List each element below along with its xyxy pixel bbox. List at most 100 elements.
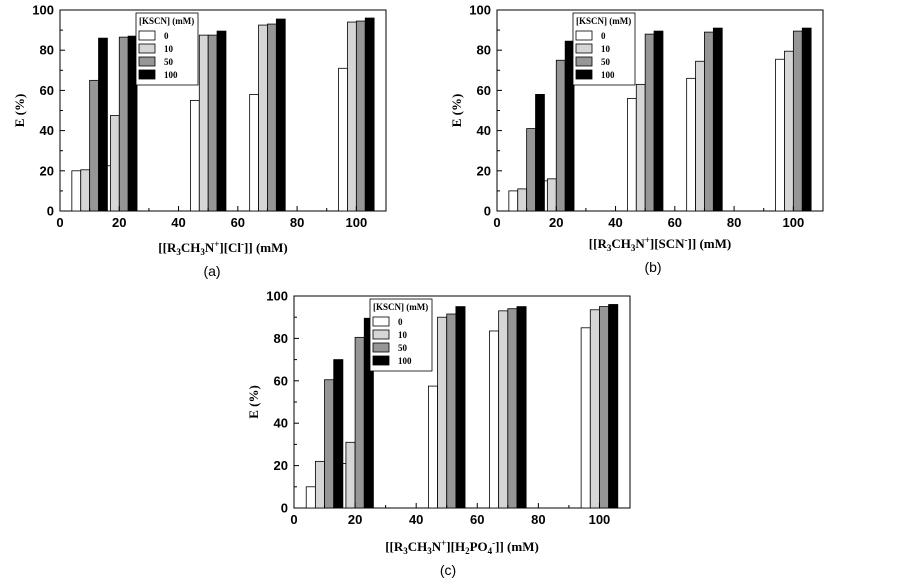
bar xyxy=(249,94,259,212)
y-tick-label: 100 xyxy=(266,289,288,304)
x-tick-label: 20 xyxy=(348,512,362,527)
y-tick-label: 40 xyxy=(477,123,491,138)
bar xyxy=(589,309,600,509)
x-axis-title-part: N xyxy=(205,240,215,255)
legend-label: 100 xyxy=(398,356,412,366)
x-axis-title-part: 3 xyxy=(200,247,205,257)
legend: [KSCN] (mM) 0 10 50 100 xyxy=(572,12,636,86)
legend-label: 50 xyxy=(398,343,408,353)
bar xyxy=(314,460,325,509)
x-tick-label: 0 xyxy=(290,512,297,527)
bar xyxy=(653,30,664,212)
bar xyxy=(364,17,375,212)
y-tick-label: 60 xyxy=(477,83,491,98)
bar xyxy=(333,359,344,509)
bar xyxy=(517,188,528,212)
x-axis-title-part: 3 xyxy=(631,243,636,253)
x-axis-title-part: 3 xyxy=(427,546,432,556)
panel-label: (c) xyxy=(440,562,456,578)
x-axis-title-part: [[R xyxy=(385,539,404,554)
legend: [KSCN] (mM) 0 10 50 100 xyxy=(135,12,199,86)
bar xyxy=(437,316,448,509)
bar xyxy=(526,128,536,212)
x-tick-label: 40 xyxy=(608,215,622,230)
bar xyxy=(109,115,120,212)
y-tick-label: 0 xyxy=(47,204,54,219)
legend-label: 100 xyxy=(164,70,178,80)
bar xyxy=(71,170,82,212)
x-axis-title-part: - xyxy=(685,235,688,245)
y-tick-label: 60 xyxy=(40,83,54,98)
bar xyxy=(608,304,619,509)
y-tick-label: 20 xyxy=(40,163,54,178)
bar xyxy=(89,79,99,212)
bar xyxy=(644,33,655,212)
legend-swatch xyxy=(372,355,390,366)
panel-label: (a) xyxy=(203,263,220,279)
legend-swatch xyxy=(575,56,593,67)
legend-swatch xyxy=(372,316,390,327)
x-axis-title-part: ]] (mM) xyxy=(495,539,539,554)
bar xyxy=(455,306,466,509)
x-axis-title: [[R3CH3N+][H2PO4-]] (mM) xyxy=(385,538,539,556)
y-axis-title: E (%) xyxy=(246,385,261,419)
x-tick-label: 0 xyxy=(493,215,500,230)
bar xyxy=(363,317,374,509)
legend-swatch xyxy=(138,56,156,67)
y-tick-label: 80 xyxy=(477,43,491,58)
bar xyxy=(555,59,566,212)
bar xyxy=(127,35,138,212)
x-tick-label: 40 xyxy=(409,512,423,527)
x-tick-label: 20 xyxy=(549,215,563,230)
x-axis-title-part: [[R xyxy=(589,236,608,251)
legend-label: 100 xyxy=(601,70,615,80)
y-tick-label: 80 xyxy=(40,43,54,58)
bar xyxy=(516,306,527,509)
bar xyxy=(535,94,545,212)
x-tick-label: 20 xyxy=(112,215,126,230)
bar xyxy=(80,169,91,212)
legend-title: [KSCN] (mM) xyxy=(373,302,428,312)
legend-swatch xyxy=(575,69,593,80)
y-tick-label: 20 xyxy=(274,458,288,473)
bar xyxy=(627,98,637,212)
x-axis-title-part: CH xyxy=(408,539,428,554)
x-tick-label: 100 xyxy=(589,512,611,527)
x-axis-title: [[R3CH3N+][Cl-]] (mM) xyxy=(158,239,287,257)
bar xyxy=(695,60,705,212)
x-tick-label: 100 xyxy=(783,215,805,230)
x-axis-title-part: + xyxy=(441,538,446,548)
y-tick-label: 40 xyxy=(274,416,288,431)
x-tick-label: 80 xyxy=(290,215,304,230)
bar xyxy=(712,27,723,212)
x-axis-title-part: ][Cl xyxy=(219,240,241,255)
bar xyxy=(347,21,357,212)
x-axis-title-part: [[R xyxy=(158,240,177,255)
bar xyxy=(324,379,335,509)
legend-swatch xyxy=(138,43,156,54)
bar xyxy=(446,313,457,509)
x-axis-title-part: CH xyxy=(611,236,631,251)
bar xyxy=(354,336,365,509)
x-axis-title-part: N xyxy=(432,539,442,554)
bar xyxy=(498,310,509,509)
bar xyxy=(118,36,129,212)
bar xyxy=(704,31,714,212)
bar xyxy=(198,34,209,212)
y-tick-label: 20 xyxy=(477,163,491,178)
x-tick-label: 80 xyxy=(727,215,741,230)
legend-label: 0 xyxy=(398,317,403,327)
bar xyxy=(355,20,366,212)
bar xyxy=(267,23,277,212)
panel-label: (b) xyxy=(644,259,661,275)
bar xyxy=(775,58,785,212)
bar xyxy=(792,30,803,212)
legend-label: 10 xyxy=(164,44,174,54)
y-axis-title: E (%) xyxy=(449,94,464,128)
x-axis-title-part: - xyxy=(492,538,495,548)
bar xyxy=(801,27,812,212)
bar xyxy=(564,40,575,212)
